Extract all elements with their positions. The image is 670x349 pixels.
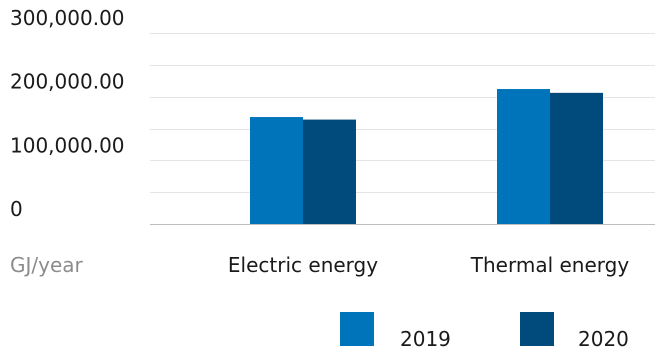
- legend-label: 2020: [578, 327, 629, 349]
- category-labels: Electric energy Thermal energy: [228, 253, 629, 277]
- unit-label: GJ/year: [10, 253, 84, 277]
- bar-2020: [303, 119, 356, 224]
- y-tick-label: 300,000.00: [10, 6, 125, 30]
- y-tick-label: 0: [10, 197, 23, 221]
- legend-swatch-2019: [340, 312, 374, 346]
- y-axis-ticks: 0 100,000.00 200,000.00 300,000.00: [10, 6, 125, 221]
- legend: 2019 2020: [340, 312, 629, 349]
- y-tick-label: 200,000.00: [10, 70, 125, 94]
- x-category-label: Thermal energy: [470, 253, 630, 277]
- x-category-label: Electric energy: [228, 253, 378, 277]
- legend-swatch-2020: [520, 312, 554, 346]
- bar-2020: [550, 92, 603, 224]
- bar-2019: [497, 89, 550, 224]
- y-tick-label: 100,000.00: [10, 133, 125, 157]
- legend-label: 2019: [400, 327, 451, 349]
- bar-2019: [250, 117, 303, 224]
- bars: [250, 89, 603, 224]
